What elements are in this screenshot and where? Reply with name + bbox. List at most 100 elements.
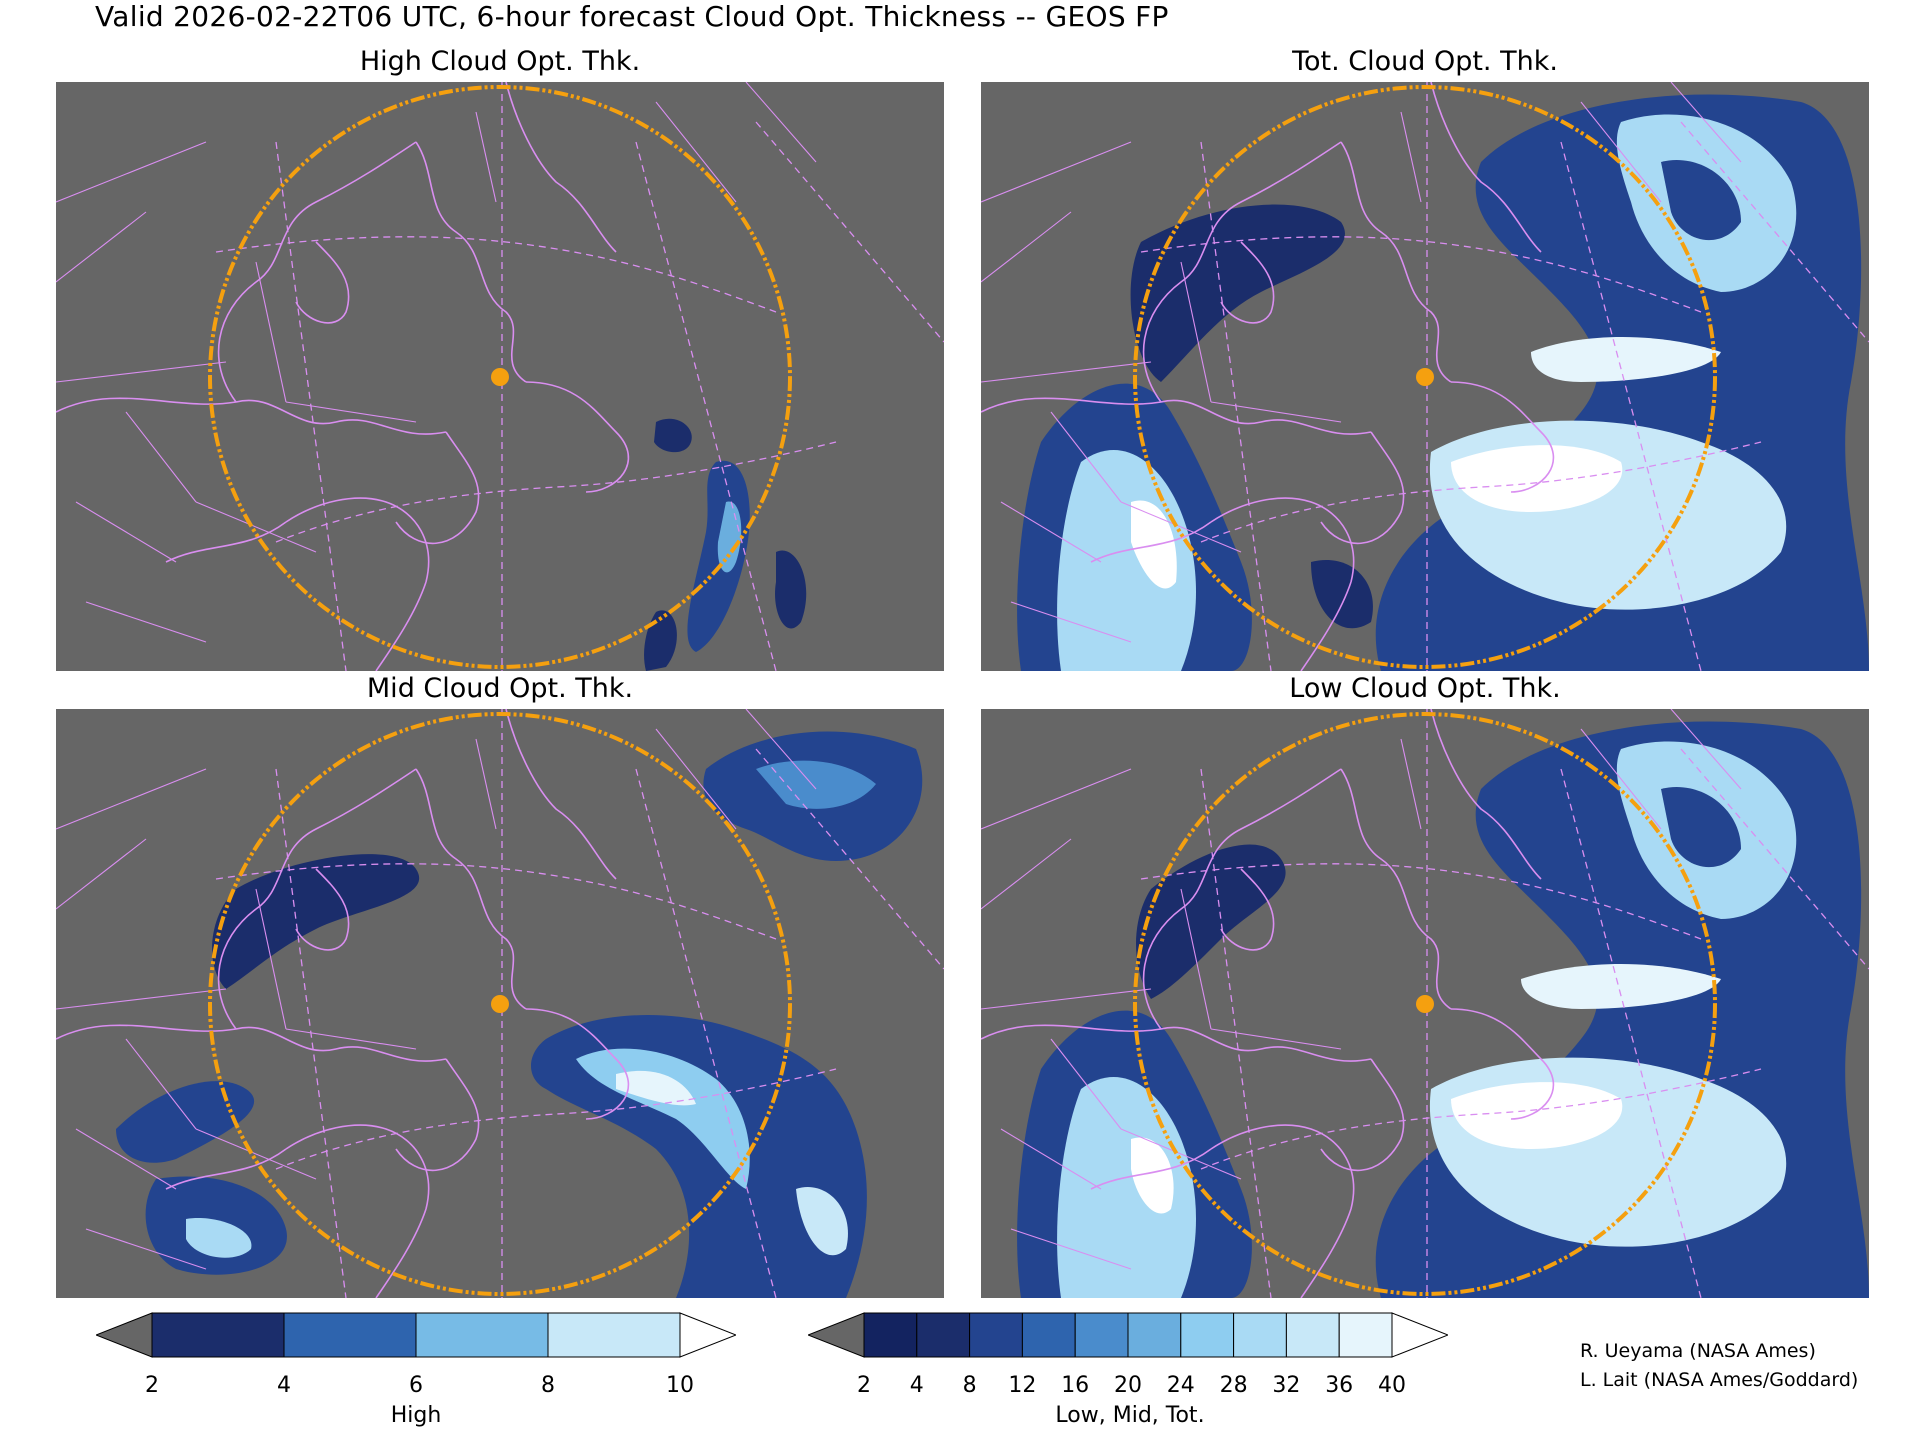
coastline [285, 497, 430, 583]
grid-line [1200, 768, 1272, 1298]
credit-line-1: R. Ueyama (NASA Ames) [1580, 1340, 1816, 1362]
boundary-line [475, 111, 497, 203]
grid-line [1200, 141, 1272, 671]
grid-line [1680, 121, 1869, 343]
boundary-line [56, 838, 147, 910]
boundary-line [475, 738, 497, 830]
map-panel-high [56, 82, 944, 671]
cloud-region [616, 1070, 696, 1106]
boundary-line [1580, 728, 1662, 830]
grid-line [215, 863, 777, 940]
boundary-line [56, 361, 227, 383]
boundary-line [1180, 888, 1212, 1030]
colorbar-max-triangle [1391, 1312, 1448, 1358]
boundary-line [195, 1128, 317, 1180]
colorbar-tick-label: 16 [1061, 1373, 1090, 1398]
boundary-line [285, 401, 417, 423]
colorbar-box [1338, 1312, 1393, 1358]
boundary-line [981, 211, 1072, 283]
colorbar-box [916, 1312, 971, 1358]
cloud-region [775, 550, 807, 629]
map-tot [981, 82, 1869, 671]
boundary-line [981, 141, 1132, 203]
colorbar-box [1127, 1312, 1182, 1358]
colorbar-box [1021, 1312, 1076, 1358]
cloud-region [756, 760, 876, 809]
colorbar-min-triangle [96, 1312, 153, 1358]
colorbar-min-triangle [808, 1312, 865, 1358]
boundary-line [75, 1128, 177, 1190]
boundary-line [1400, 738, 1422, 830]
grid-line [1200, 1068, 1762, 1170]
colorbar-tick-label: 8 [962, 1373, 977, 1398]
cloud-region [1057, 450, 1196, 671]
coastline [1210, 497, 1355, 583]
panel-title-mid: Mid Cloud Opt. Thk. [366, 673, 634, 704]
boundary-line [655, 101, 737, 203]
coastline [1450, 1008, 1555, 1120]
coastline [1210, 1124, 1355, 1210]
grid-line [1560, 768, 1702, 1298]
map-panel-mid [56, 709, 944, 1298]
coastline [525, 1008, 630, 1120]
colorbar-tick-label: 32 [1272, 1373, 1301, 1398]
boundary-line [1120, 501, 1242, 553]
boundary-line [1000, 1128, 1102, 1190]
colorbar-box [969, 1312, 1023, 1358]
boundary-line [56, 211, 147, 283]
boundary-line [1210, 401, 1342, 423]
colorbar-lmt [808, 1312, 1448, 1358]
coastline [1090, 1148, 1212, 1190]
coastline [1320, 431, 1405, 545]
coastline [1220, 868, 1275, 951]
boundary-line [1120, 1128, 1242, 1180]
coastline [217, 768, 417, 1030]
coastline [505, 709, 617, 880]
colorbar-box [1180, 1312, 1235, 1358]
colorbar-box [1285, 1312, 1340, 1358]
colorbar-lmt-label: Low, Mid, Tot. [1055, 1403, 1205, 1428]
coastline [1220, 241, 1275, 324]
panel-title-low: Low Cloud Opt. Thk. [1289, 673, 1561, 704]
cloud-region [212, 854, 420, 989]
boundary-line [981, 838, 1072, 910]
grid-line [1140, 863, 1702, 940]
range-ring [1133, 85, 1717, 669]
coastline [375, 581, 427, 671]
colorbar-tick-label: 2 [145, 1373, 159, 1398]
colorbar-high-label: High [390, 1403, 442, 1428]
boundary-line [1670, 709, 1742, 790]
coastline [1320, 1058, 1405, 1172]
boundary-line [981, 988, 1152, 1010]
boundary-line [255, 888, 287, 1030]
colorbar-tick-label: 36 [1325, 1373, 1354, 1398]
coastline [415, 768, 527, 1010]
colorbar-tick-label: 24 [1166, 1373, 1195, 1398]
colorbar-tick-label: 6 [409, 1373, 423, 1398]
coastline [415, 141, 527, 383]
coastline [1340, 141, 1452, 383]
coastline [1300, 1208, 1352, 1298]
coastline [295, 241, 350, 324]
boundary-line [56, 141, 207, 203]
coastline [217, 141, 417, 403]
cloud-region [186, 1218, 252, 1258]
boundary-line [56, 988, 227, 1010]
boundary-line [255, 261, 287, 403]
cloud-layer-low [1017, 721, 1869, 1298]
coastline [981, 1024, 1372, 1062]
colorbar-box [283, 1312, 417, 1358]
main-title: Valid 2026-02-22T06 UTC, 6-hour forecast… [95, 0, 1169, 33]
grid-line [1200, 441, 1762, 543]
colorbar-tick-label: 4 [277, 1373, 291, 1398]
grid-line [275, 141, 347, 671]
boundary-line [981, 361, 1152, 383]
cloud-region [1661, 160, 1741, 241]
map-outlines-mid [56, 709, 817, 1298]
grid-line [755, 121, 944, 343]
panel-title-tot: Tot. Cloud Opt. Thk. [1292, 46, 1558, 77]
coastline [1142, 141, 1342, 403]
colorbar-high [96, 1312, 736, 1358]
coastline [56, 1024, 447, 1062]
colorbar-box [151, 1312, 285, 1358]
